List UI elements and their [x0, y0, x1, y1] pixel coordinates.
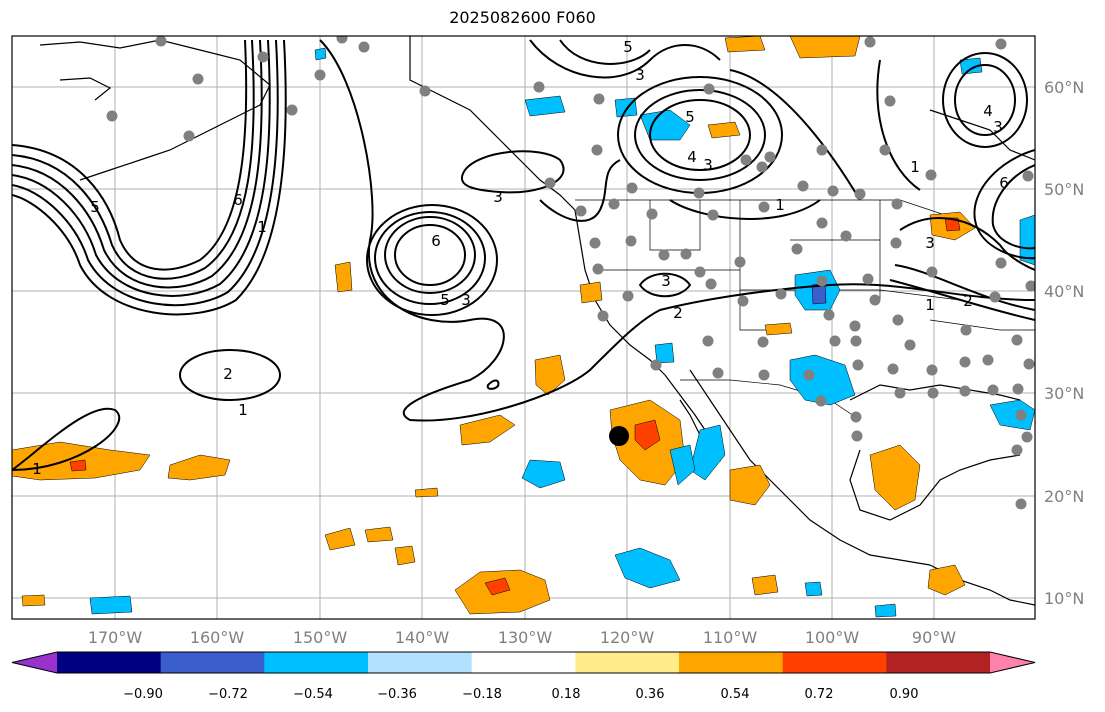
contour-label: 2: [963, 292, 973, 310]
lon-label-150w: 150°W: [293, 628, 348, 647]
colorbar-outline: [11, 651, 1036, 674]
contour-label: 3: [461, 291, 471, 309]
shaded-anomalies: [12, 36, 1035, 618]
lon-label-100w: 100°W: [805, 628, 860, 647]
colorbar-segment: [886, 652, 991, 673]
contour-label: 5: [623, 38, 633, 56]
contour-label: 5: [90, 198, 100, 216]
colorbar-segment: [575, 652, 680, 673]
contour-label: 3: [703, 156, 713, 174]
lon-label-130w: 130°W: [498, 628, 553, 647]
contour-label: 2: [223, 365, 233, 383]
lon-label-160w: 160°W: [190, 628, 245, 647]
contour-label: 6: [233, 191, 243, 209]
lat-label-40n: 40°N: [1044, 282, 1084, 301]
latitude-labels: 60°N 50°N 40°N 30°N 20°N 10°N: [1044, 78, 1084, 608]
colorbar-tick-label: 0.18: [552, 687, 581, 702]
colorbar-tick-label: 0.90: [890, 687, 919, 702]
station-dots: [106, 36, 1035, 510]
colorbar-extend-max: [990, 652, 1035, 673]
contour-label: 6: [431, 232, 441, 250]
colorbar-segment: [368, 652, 473, 673]
colorbar-tick-label: −0.72: [208, 687, 248, 702]
colorbar-segment: [782, 652, 887, 673]
contour-label: 5: [685, 108, 695, 126]
colorbar: [11, 651, 1036, 674]
contour-label: 4: [983, 102, 993, 120]
contour-label: 3: [635, 66, 645, 84]
height-contours: [12, 39, 1035, 472]
colorbar-tick-label: 0.36: [636, 687, 665, 702]
longitude-labels: 170°W 160°W 150°W 140°W 130°W 120°W 110°…: [88, 628, 956, 647]
contour-labels: 1 1 2 1 6 5 3 6 5 3 3 2 5 4 3 3 5 1 1 3 …: [32, 38, 1009, 478]
colorbar-segment: [264, 652, 369, 673]
contour-label: 3: [493, 188, 503, 206]
lat-label-10n: 10°N: [1044, 589, 1084, 608]
highlight-marker: [609, 426, 629, 446]
colorbar-tick-label: −0.18: [462, 687, 502, 702]
contour-label: 1: [925, 296, 935, 314]
contour-label: 3: [993, 118, 1003, 136]
contour-label: 6: [999, 174, 1009, 192]
lat-label-30n: 30°N: [1044, 384, 1084, 403]
contour-label: 4: [687, 148, 697, 166]
colorbar-tick-label: −0.54: [293, 687, 333, 702]
colorbar-extend-min: [12, 652, 57, 673]
colorbar-tick-label: 0.72: [805, 687, 834, 702]
figure-title: 2025082600 F060: [449, 8, 596, 27]
contour-label: 1: [32, 460, 42, 478]
lat-label-60n: 60°N: [1044, 78, 1084, 97]
colorbar-segment: [471, 652, 576, 673]
contour-label: 5: [440, 291, 450, 309]
lon-label-90w: 90°W: [912, 628, 956, 647]
colorbar-labels: −0.90 −0.72 −0.54 −0.36 −0.18 0.18 0.36 …: [123, 687, 918, 702]
colorbar-tick-label: 0.54: [721, 687, 750, 702]
colorbar-segment: [57, 652, 162, 673]
lon-label-120w: 120°W: [600, 628, 655, 647]
lon-label-110w: 110°W: [703, 628, 758, 647]
lat-label-20n: 20°N: [1044, 487, 1084, 506]
contour-label: 3: [925, 234, 935, 252]
contour-label: 1: [910, 158, 920, 176]
lon-label-170w: 170°W: [88, 628, 143, 647]
colorbar-tick-label: −0.90: [123, 687, 163, 702]
map-background: [12, 36, 1035, 619]
colorbar-tick-label: −0.36: [377, 687, 417, 702]
colorbar-segment: [160, 652, 265, 673]
lat-label-50n: 50°N: [1044, 180, 1084, 199]
colorbar-segment: [679, 652, 784, 673]
contour-label: 1: [257, 218, 267, 236]
contour-label: 3: [661, 272, 671, 290]
contour-label: 1: [775, 196, 785, 214]
map-frame: [11, 35, 1036, 620]
lon-label-140w: 140°W: [395, 628, 450, 647]
contour-label: 2: [673, 304, 683, 322]
contour-label: 1: [238, 401, 248, 419]
